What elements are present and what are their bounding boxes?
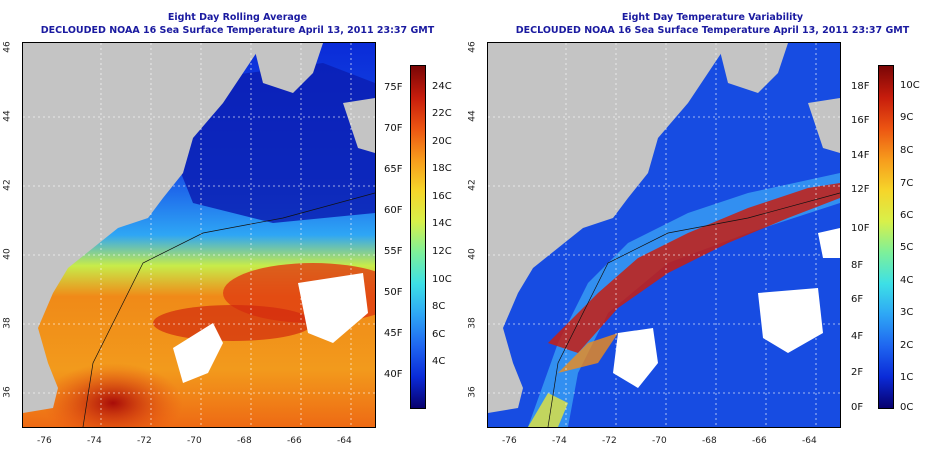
lon-tick: -72 — [602, 436, 617, 446]
lat-tick: 46 — [2, 41, 13, 53]
lon-tick: -66 — [752, 436, 767, 446]
hot-region — [43, 363, 183, 427]
map-temperature-variability — [487, 42, 841, 428]
warm-filament — [153, 305, 313, 341]
cloud-gap — [298, 273, 368, 343]
lon-tick: -70 — [187, 436, 202, 446]
colorbar-c-label: 24C — [432, 81, 452, 92]
high-variability-band — [548, 183, 840, 353]
land-mass — [488, 43, 728, 413]
colorbar-c-label: 16C — [432, 191, 452, 202]
graticule — [23, 43, 375, 427]
lat-tick: 42 — [2, 179, 13, 191]
lat-tick: 36 — [467, 386, 478, 398]
colorbar-f-label: 6F — [851, 294, 864, 305]
lon-tick: -64 — [802, 436, 817, 446]
lon-tick: -72 — [137, 436, 152, 446]
colorbar-f-label: 40F — [384, 369, 403, 380]
cloud-gap — [173, 323, 223, 383]
colorbar-c-label: 9C — [900, 112, 914, 123]
colorbar — [410, 65, 426, 409]
colorbar-f-label: 8F — [851, 260, 864, 271]
panel-temperature-variability: Eight Day Temperature Variability DECLOU… — [468, 0, 950, 475]
colorbar-f-label: 0F — [851, 402, 864, 413]
lon-tick: -70 — [652, 436, 667, 446]
colorbar-f-label: 18F — [851, 81, 870, 92]
panel-title-line2: DECLOUDED NOAA 16 Sea Surface Temperatur… — [515, 25, 910, 36]
colorbar-f-label: 60F — [384, 205, 403, 216]
colorbar-c-label: 12C — [432, 246, 452, 257]
colorbar-f-label: 4F — [851, 331, 864, 342]
lon-tick: -76 — [37, 436, 52, 446]
colorbar-c-label: 20C — [432, 136, 452, 147]
lat-tick: 46 — [467, 41, 478, 53]
cloud-gap — [613, 328, 658, 388]
colorbar-f-label: 12F — [851, 184, 870, 195]
colorbar-c-label: 2C — [900, 340, 914, 351]
lon-tick: -74 — [87, 436, 102, 446]
lon-tick: -64 — [337, 436, 352, 446]
colorbar-f-label: 75F — [384, 82, 403, 93]
colorbar-c-label: 3C — [900, 307, 914, 318]
lat-tick: 40 — [2, 248, 13, 260]
colorbar-c-label: 18C — [432, 163, 452, 174]
panel-sst-average: Eight Day Rolling Average DECLOUDED NOAA… — [2, 12, 452, 446]
colorbar-c-label: 8C — [900, 145, 914, 156]
colorbar-f-label: 10F — [851, 223, 870, 234]
colorbar — [878, 65, 894, 409]
sst-average-image — [23, 43, 375, 427]
cloud-gap — [818, 228, 840, 258]
bathymetry-contour — [547, 192, 840, 427]
mid-variability-patch — [558, 333, 618, 373]
colorbar-f-label: 50F — [384, 287, 403, 298]
bathymetry-contour — [82, 192, 375, 427]
graticule — [488, 43, 840, 427]
lon-tick: -76 — [502, 436, 517, 446]
map-sst-average — [22, 42, 376, 428]
colorbar-c-label: 7C — [900, 178, 914, 189]
land-mass — [23, 43, 263, 413]
variability-image — [488, 43, 840, 427]
colorbar-c-label: 5C — [900, 242, 914, 253]
lat-tick: 40 — [467, 248, 478, 260]
lon-tick: -68 — [702, 436, 717, 446]
colorbar-c-label: 10C — [432, 274, 452, 285]
colorbar-f-label: 70F — [384, 123, 403, 134]
colorbar-c-label: 8C — [432, 301, 446, 312]
lon-tick: -74 — [552, 436, 567, 446]
colorbar-c-label: 4C — [432, 356, 446, 367]
lat-tick: 44 — [2, 110, 13, 122]
colorbar-c-label: 6C — [900, 210, 914, 221]
lat-tick: 44 — [467, 110, 478, 122]
colorbar-f-label: 2F — [851, 367, 864, 378]
colorbar-c-label: 4C — [900, 275, 914, 286]
lat-tick: 42 — [467, 179, 478, 191]
colorbar-f-label: 65F — [384, 164, 403, 175]
land-mass — [343, 98, 375, 153]
land-mass — [718, 43, 788, 93]
panel-title-line1: Eight Day Temperature Variability — [621, 12, 804, 23]
colorbar-c-label: 0C — [900, 402, 914, 413]
cold-water-region — [173, 63, 375, 223]
colorbar-f-label: 16F — [851, 115, 870, 126]
colorbar-f-label: 45F — [384, 328, 403, 339]
lon-tick: -68 — [237, 436, 252, 446]
panel-title-line2: DECLOUDED NOAA 16 Sea Surface Temperatur… — [40, 25, 435, 36]
colorbar-c-label: 6C — [432, 329, 446, 340]
colorbar-c-label: 14C — [432, 218, 452, 229]
colorbar-c-label: 1C — [900, 372, 914, 383]
colorbar-f-label: 55F — [384, 246, 403, 257]
cloud-gap — [758, 288, 823, 353]
lat-tick: 38 — [467, 317, 478, 329]
colorbar-c-label: 22C — [432, 108, 452, 119]
land-mass — [253, 43, 323, 93]
lon-tick: -66 — [287, 436, 302, 446]
panel-title-line1: Eight Day Rolling Average — [167, 12, 308, 23]
colorbar-c-label: 10C — [900, 80, 920, 91]
lat-tick: 36 — [2, 386, 13, 398]
mid-variability-patch — [528, 393, 568, 427]
lat-tick: 38 — [2, 317, 13, 329]
land-mass — [808, 98, 840, 153]
colorbar-f-label: 14F — [851, 150, 870, 161]
